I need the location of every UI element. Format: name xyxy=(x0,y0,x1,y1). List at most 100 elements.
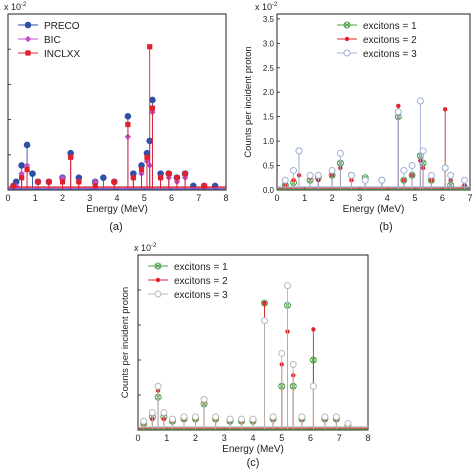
x-tick-label: 4 xyxy=(114,193,119,203)
data-point xyxy=(35,179,41,185)
data-point xyxy=(18,162,25,169)
legend-marker xyxy=(24,35,32,43)
legend-marker xyxy=(344,36,350,42)
x-tick-label: 8 xyxy=(365,433,370,443)
axis-scale-note: x 10-2 xyxy=(134,243,157,253)
legend-label: excitons = 1 xyxy=(174,262,228,273)
x-tick-label: 5 xyxy=(142,193,147,203)
data-point xyxy=(140,417,148,425)
data-point xyxy=(154,382,162,390)
plot-frame xyxy=(137,254,369,431)
data-point xyxy=(148,409,156,416)
data-point xyxy=(442,107,448,112)
data-point xyxy=(311,327,316,332)
panel-label: (c) xyxy=(247,457,260,469)
data-point xyxy=(408,162,416,170)
series-bic xyxy=(8,109,226,190)
legend-marker xyxy=(25,50,31,56)
data-point xyxy=(201,183,207,189)
x-tick-label: 6 xyxy=(169,193,174,203)
legend-label: excitons = 1 xyxy=(363,21,417,32)
data-point xyxy=(144,154,150,160)
x-tick-label: 2 xyxy=(60,193,65,203)
legend-label: BIC xyxy=(44,35,61,46)
panel-label: (b) xyxy=(379,221,392,233)
data-point xyxy=(111,179,117,185)
x-tick-label: 0 xyxy=(135,433,140,443)
data-point xyxy=(295,147,303,155)
data-point xyxy=(298,413,306,421)
y-tick-label: 0.0 xyxy=(263,186,275,195)
data-point xyxy=(19,175,25,181)
data-point xyxy=(378,176,386,184)
data-point xyxy=(314,171,322,179)
data-point xyxy=(284,282,291,290)
data-point xyxy=(321,413,329,421)
y-tick-label: 2.5 xyxy=(263,64,275,73)
data-point xyxy=(200,395,208,403)
legend-marker xyxy=(24,21,32,29)
y-tick-label: 1.5 xyxy=(263,113,275,122)
data-point xyxy=(261,317,268,325)
y-tick-label: 2.0 xyxy=(263,88,275,97)
plot-frame xyxy=(276,13,471,191)
x-tick-label: 1 xyxy=(33,193,38,203)
data-point xyxy=(180,413,188,421)
legend-marker xyxy=(155,277,161,283)
data-point xyxy=(125,121,131,128)
legend-marker xyxy=(343,21,351,29)
data-point xyxy=(262,300,267,306)
data-point xyxy=(68,154,74,160)
x-tick-label: 3 xyxy=(222,433,227,443)
x-tick-label: 1 xyxy=(302,193,307,203)
y-tick-label: 0.5 xyxy=(263,162,275,171)
data-point xyxy=(361,176,369,184)
legend-label: excitons = 2 xyxy=(363,35,417,46)
data-point xyxy=(59,179,66,185)
axis-scale-note: x 10-2 xyxy=(4,2,27,12)
data-point xyxy=(147,44,153,50)
data-point xyxy=(166,171,172,177)
data-point xyxy=(29,170,36,177)
legend-marker xyxy=(154,290,162,298)
x-tick-label: 7 xyxy=(337,433,342,443)
x-tick-label: 0 xyxy=(5,193,10,203)
x-tick-label: 0 xyxy=(274,193,279,203)
data-point xyxy=(332,413,340,421)
data-point xyxy=(160,409,168,416)
series-inclxx xyxy=(8,44,226,189)
legend-label: excitons = 3 xyxy=(363,49,417,60)
data-point xyxy=(238,415,245,423)
data-point xyxy=(328,166,336,174)
x-tick-label: 7 xyxy=(196,193,201,203)
legend-marker xyxy=(154,262,162,270)
chart-panel-3: 0 1 2 3 4 5 6 7 8 x 10-2 Energy (MeV) Counts per in… xyxy=(120,243,371,469)
data-point xyxy=(394,108,402,116)
x-tick-label: 5 xyxy=(279,433,284,443)
data-point xyxy=(281,176,289,184)
legend-marker xyxy=(343,49,351,57)
series-excitons-3 xyxy=(277,97,470,189)
data-point xyxy=(46,179,52,185)
data-point xyxy=(24,166,30,173)
data-point xyxy=(212,413,220,421)
data-point xyxy=(226,415,234,423)
data-point xyxy=(278,349,286,357)
data-point xyxy=(290,166,298,174)
x-tick-label: 3 xyxy=(87,193,92,203)
data-point xyxy=(76,179,82,185)
x-tick-label: 2 xyxy=(330,193,335,203)
x-tick-label: 3 xyxy=(357,193,362,203)
legend-label: excitons = 3 xyxy=(174,290,228,301)
data-point xyxy=(460,176,468,184)
data-point xyxy=(100,174,107,182)
data-point xyxy=(400,166,408,174)
x-axis-label: Energy (MeV) xyxy=(343,204,405,215)
y-axis-label: Counts per incident proton xyxy=(120,287,131,398)
axis-scale-note: x 10-2 xyxy=(255,2,278,12)
series-excitons-1 xyxy=(277,113,470,192)
data-point xyxy=(174,175,180,181)
data-point xyxy=(158,175,164,181)
x-axis-label: Energy (MeV) xyxy=(222,444,284,455)
data-point xyxy=(10,183,17,189)
